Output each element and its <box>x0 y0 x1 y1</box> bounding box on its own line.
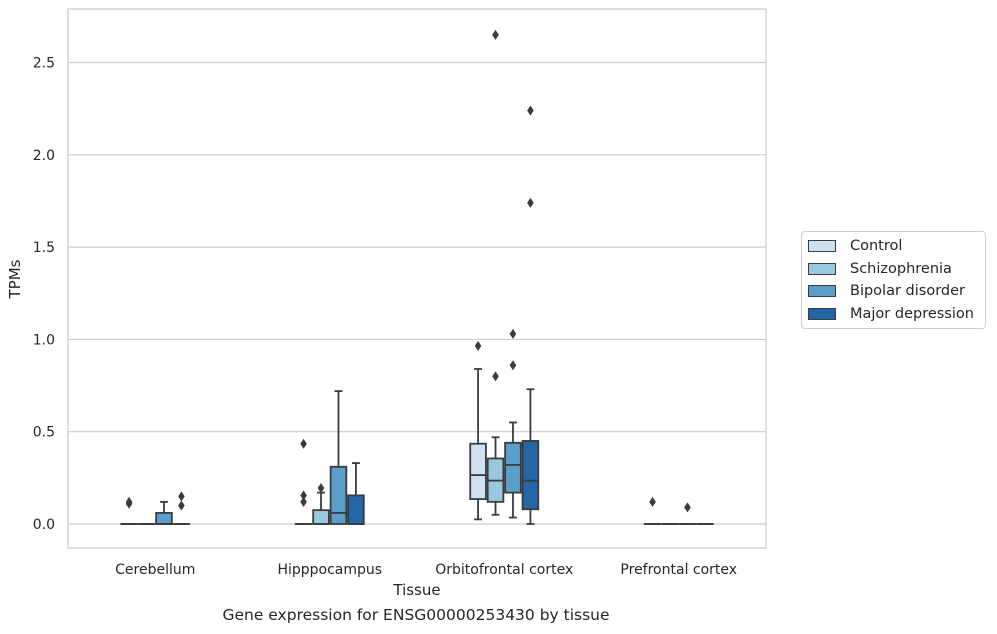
y-axis-ticks: 0.0 0.5 1.0 1.5 2.0 2.5 <box>33 56 55 533</box>
y-tick-label: 2.0 <box>33 148 55 164</box>
outlier-point <box>178 491 185 502</box>
x-tick-label: Prefrontal cortex <box>620 562 737 578</box>
box-body <box>504 441 522 494</box>
y-axis-label: TPMs <box>6 259 24 299</box>
box-2-2 <box>504 328 522 519</box>
plot-frame <box>67 8 767 549</box>
legend-swatch <box>808 285 836 298</box>
box-body <box>155 512 173 525</box>
box-0-3 <box>643 496 662 525</box>
box-3-0 <box>172 491 191 525</box>
outlier-point <box>492 371 499 382</box>
y-tick-label: 2.5 <box>33 56 55 72</box>
grid-lines <box>68 61 766 525</box>
x-tick-label: Orbitofrontal cortex <box>435 562 573 578</box>
outlier-point <box>492 29 499 40</box>
box-0-0 <box>120 496 138 525</box>
legend: Control Schizophrenia Bipolar disorder Majo… <box>801 231 986 329</box>
outlier-point <box>125 496 133 507</box>
box-3-1 <box>347 462 365 525</box>
legend-swatch <box>808 307 836 320</box>
x-axis-label: Tissue <box>392 581 440 599</box>
boxes <box>120 29 714 525</box>
outlier-point <box>649 496 656 507</box>
legend-swatch <box>808 262 836 275</box>
outlier-point <box>509 360 517 371</box>
chart-caption: Gene expression for ENSG00000253430 by t… <box>222 606 610 624</box>
box-0-2 <box>469 340 487 521</box>
x-tick-label: Hipppocampus <box>277 562 382 578</box>
outlier-point <box>300 496 307 507</box>
box-3-2 <box>521 105 540 525</box>
y-tick-label: 1.5 <box>33 240 55 256</box>
legend-item: Bipolar disorder <box>808 280 985 303</box>
legend-item: Major depression <box>808 303 985 326</box>
y-tick-label: 0.0 <box>33 517 55 533</box>
legend-label: Bipolar disorder <box>850 283 965 300</box>
outlier-point <box>300 438 307 449</box>
x-axis-ticks: Cerebellum Hipppocampus Orbitofrontal cort… <box>115 562 737 578</box>
outlier-point <box>317 483 325 494</box>
y-tick-label: 0.5 <box>33 425 55 441</box>
y-tick-label: 1.0 <box>33 332 55 348</box>
box-2-1 <box>329 390 348 525</box>
legend-label: Control <box>850 238 903 255</box>
outlier-point <box>474 340 482 351</box>
outlier-point <box>527 197 534 208</box>
box-2-3 <box>678 502 697 525</box>
box-body <box>521 440 540 511</box>
box-body <box>347 494 365 525</box>
x-tick-label: Cerebellum <box>115 562 195 578</box>
legend-label: Major depression <box>850 305 974 322</box>
legend-label: Schizophrenia <box>850 260 952 277</box>
box-0-1 <box>294 438 313 525</box>
box-2-0 <box>155 500 173 525</box>
box-1-1 <box>312 483 330 525</box>
outlier-point <box>527 105 534 116</box>
outlier-point <box>300 490 307 501</box>
box-1-2 <box>486 29 505 516</box>
legend-item: Schizophrenia <box>808 258 985 281</box>
box-body <box>312 509 330 525</box>
box-body <box>329 465 348 525</box>
box-body <box>469 442 487 500</box>
outlier-point <box>178 500 185 511</box>
legend-swatch <box>808 240 836 253</box>
outlier-point <box>509 328 517 339</box>
legend-item: Control <box>808 235 985 258</box>
outlier-point <box>684 502 691 513</box>
